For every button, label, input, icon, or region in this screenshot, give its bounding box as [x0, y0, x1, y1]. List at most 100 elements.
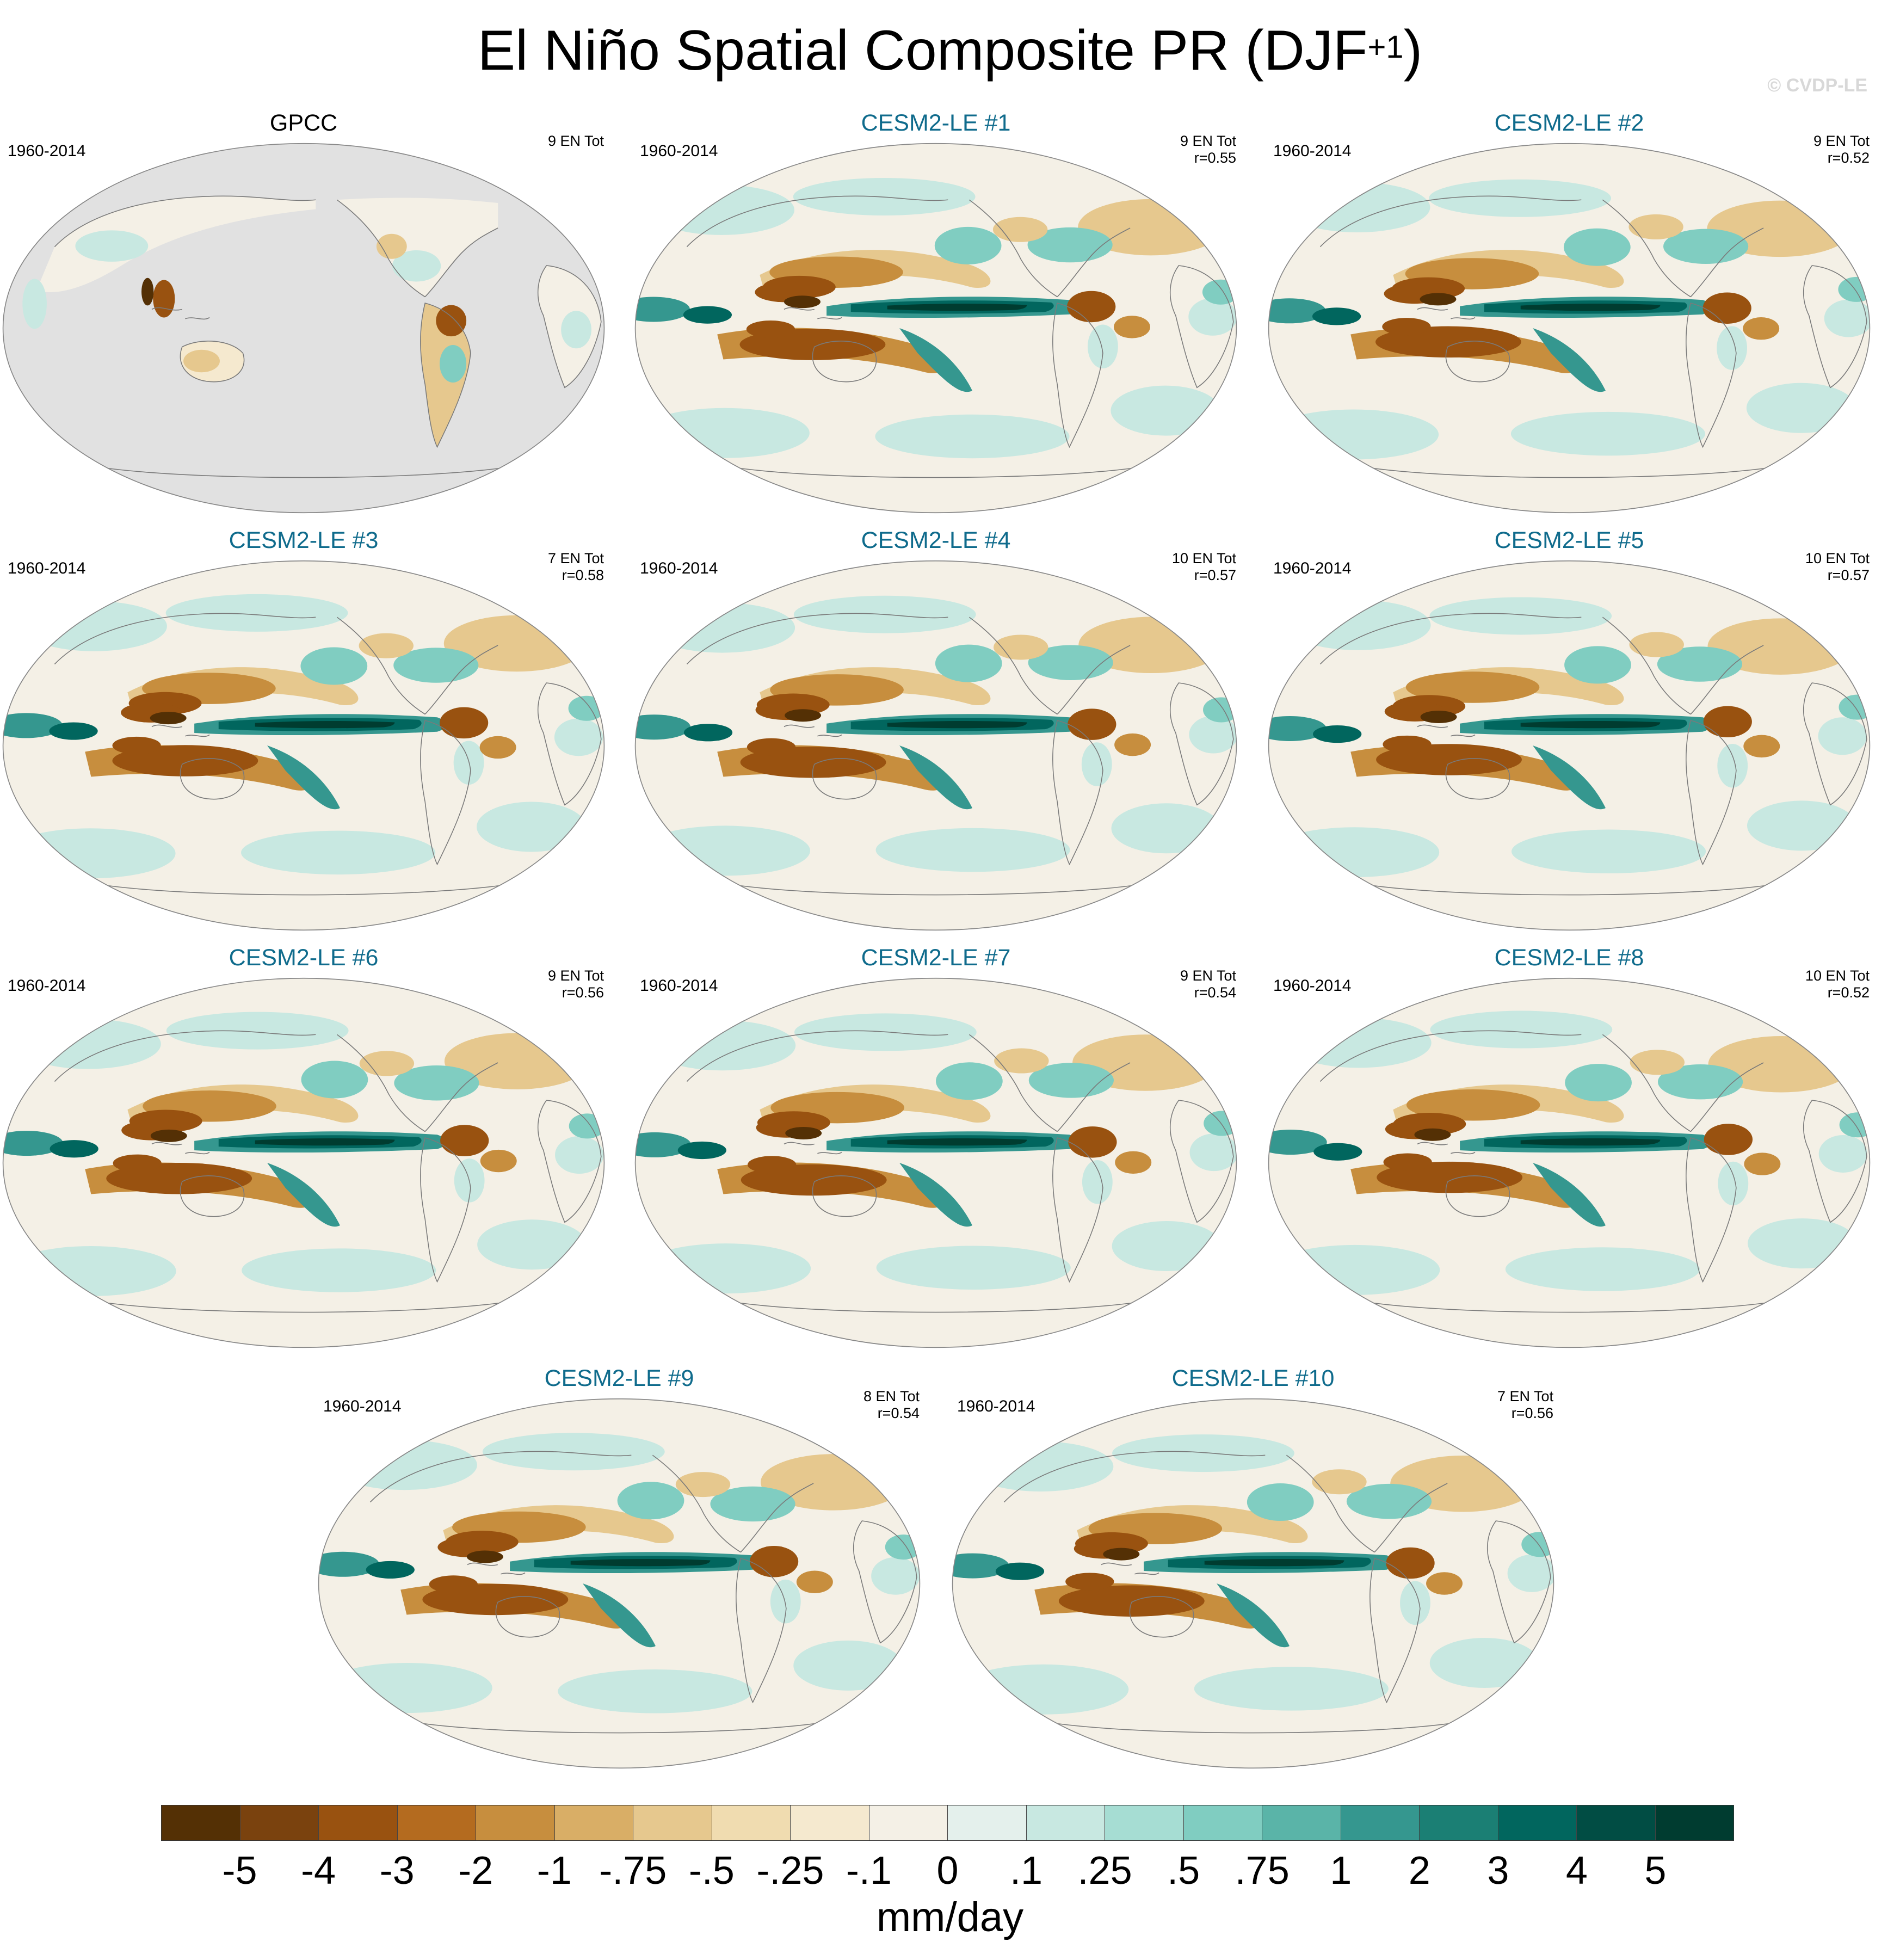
event-count: 9 EN Tot — [547, 967, 604, 984]
anomaly-patch — [558, 1669, 752, 1714]
map-border — [318, 1398, 921, 1769]
coastline — [1602, 199, 1691, 298]
anomaly-patch — [793, 1640, 903, 1691]
anomaly-patch — [301, 1061, 368, 1099]
anomaly-patch — [21, 601, 167, 651]
colorbar-swatch — [1026, 1805, 1105, 1840]
map-panel: CESM2-LE #5 1960-2014 10 EN Tot r=0.57 — [1266, 525, 1873, 939]
land-eurasia — [36, 196, 316, 292]
anomaly-patch — [479, 736, 516, 759]
spcz-wet — [267, 745, 340, 810]
anomaly-patch — [429, 1575, 478, 1593]
panel-period: 1960-2014 — [957, 1397, 1035, 1415]
coastline — [812, 340, 877, 383]
equatorial-wet-peak — [255, 1138, 395, 1146]
pattern-correlation: r=0.56 — [1511, 1405, 1553, 1421]
anomaly-patch — [1114, 733, 1151, 756]
colorbar-tick-label: -.5 — [688, 1849, 735, 1893]
coastline — [420, 720, 471, 866]
map-border — [1268, 977, 1871, 1348]
anomaly-patch — [1563, 228, 1631, 266]
coastline — [1686, 1137, 1737, 1283]
anomaly-patch — [1510, 411, 1705, 456]
map-border — [634, 143, 1237, 514]
coastline — [736, 1558, 787, 1704]
anomaly-patch — [1088, 324, 1118, 369]
coastline — [1040, 1721, 1466, 1734]
anomaly-patch — [113, 1154, 162, 1172]
colorbar-tick-label: 5 — [1644, 1849, 1667, 1893]
anomaly-patch — [1430, 1010, 1613, 1049]
anomaly-patch — [359, 1051, 415, 1076]
anomaly-patch — [640, 1243, 811, 1294]
colorbar-tick-label: -4 — [301, 1849, 336, 1893]
coastline — [1803, 1100, 1867, 1223]
map-border — [634, 560, 1237, 931]
anomaly-patch — [22, 279, 47, 329]
anomaly-patch — [482, 1433, 665, 1471]
anomaly-patch — [318, 1551, 380, 1577]
map-projection — [634, 143, 1237, 514]
colorbar-swatch — [712, 1805, 791, 1840]
colorbar-tick-label: -.75 — [599, 1849, 667, 1893]
panel-period: 1960-2014 — [640, 977, 718, 995]
panel-stats: 10 EN Tot r=0.57 — [1172, 550, 1236, 584]
anomaly-patch — [1400, 1581, 1430, 1625]
colorbar-swatch — [869, 1805, 948, 1840]
panel-stats: 8 EN Tot r=0.54 — [863, 1388, 920, 1422]
spcz-wet — [1217, 1583, 1290, 1648]
anomaly-patch — [1429, 1638, 1539, 1688]
coastline — [723, 465, 1149, 478]
anomaly-patch — [1420, 711, 1457, 724]
anomaly-patch — [1027, 227, 1113, 263]
coastline — [336, 617, 425, 715]
anomaly-patch — [936, 1062, 1003, 1100]
spcz-wet — [267, 1163, 340, 1227]
anomaly-patch — [1189, 1133, 1237, 1172]
colorbar-swatch — [554, 1805, 633, 1840]
anomaly-patch — [1028, 645, 1113, 680]
title-text: El Niño Spatial Composite PR (DJF — [477, 19, 1368, 82]
anomaly-patch — [1115, 1151, 1152, 1174]
anomaly-patch — [555, 1136, 604, 1174]
colorbar-tick-label: -.25 — [756, 1849, 824, 1893]
map-projection — [952, 1398, 1554, 1769]
map-panel: CESM2-LE #7 1960-2014 9 EN Tot r=0.54 — [632, 942, 1239, 1356]
event-count: 7 EN Tot — [547, 550, 604, 566]
coastline — [1417, 724, 1476, 737]
colorbar-tick-label: .75 — [1235, 1849, 1290, 1893]
coastline — [91, 1300, 516, 1313]
coastline — [686, 1030, 948, 1082]
pattern-correlation: r=0.54 — [1194, 984, 1236, 1001]
figure-title: El Niño Spatial Composite PR (DJF+1) — [0, 15, 1900, 86]
panel-period: 1960-2014 — [8, 977, 86, 995]
anomaly-patch — [1188, 298, 1237, 336]
coastline — [1803, 265, 1867, 389]
anomaly-patch — [1426, 1572, 1463, 1595]
colorbar-tick-label: 3 — [1487, 1849, 1509, 1893]
coastline — [1129, 1595, 1194, 1638]
anomaly-patch — [359, 633, 414, 658]
map-border — [2, 560, 605, 931]
anomaly-patch — [1663, 229, 1749, 264]
anomaly-patch — [366, 1561, 415, 1579]
coastline — [723, 883, 1149, 896]
pattern-correlation: r=0.58 — [562, 567, 604, 583]
pattern-correlation: r=0.54 — [877, 1405, 920, 1421]
pattern-correlation: r=0.55 — [1194, 150, 1236, 166]
anomaly-patch — [635, 297, 690, 322]
anomaly-patch — [1511, 829, 1706, 874]
watermark: © CVDP-LE — [1767, 75, 1867, 96]
coastline — [91, 465, 516, 478]
anomaly-patch — [617, 1482, 684, 1520]
map-background — [3, 143, 604, 513]
map-border — [1268, 560, 1871, 931]
anomaly-patch — [1269, 1244, 1440, 1295]
anomaly-patch — [1081, 742, 1112, 786]
panel-period: 1960-2014 — [1273, 559, 1352, 577]
map-panel: GPCC 1960-2014 9 EN Tot — [0, 108, 607, 521]
event-count: 9 EN Tot — [1813, 133, 1870, 149]
anomaly-patch — [796, 1570, 833, 1593]
colorbar-swatch — [240, 1805, 319, 1840]
